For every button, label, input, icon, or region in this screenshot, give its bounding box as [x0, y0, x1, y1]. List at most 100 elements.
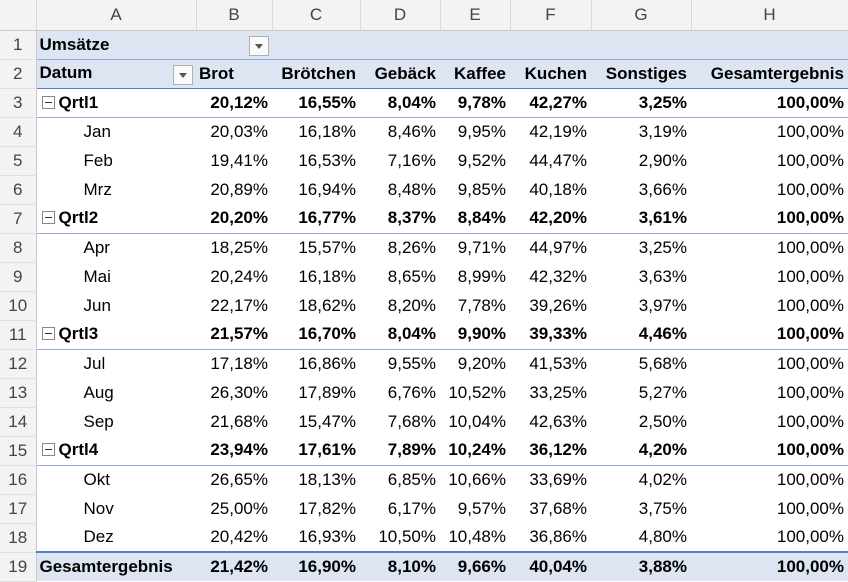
value-cell[interactable]: 8,20% [387, 295, 436, 315]
value-cell[interactable]: 3,61% [591, 204, 691, 234]
value-cell[interactable]: 3,25% [591, 88, 691, 118]
value-cell[interactable]: 16,70% [272, 320, 360, 350]
value-cell[interactable]: 17,82% [298, 498, 356, 518]
value-cell[interactable]: 41,53% [529, 353, 587, 373]
row-number[interactable]: 18 [0, 523, 37, 553]
row-number[interactable]: 5 [0, 146, 37, 176]
month-label[interactable]: Mrz [83, 179, 112, 199]
value-cell[interactable]: 44,47% [529, 150, 587, 170]
value-cell[interactable]: 36,12% [510, 436, 591, 466]
month-label[interactable]: Jul [83, 353, 106, 373]
value-cell[interactable]: 8,99% [457, 266, 506, 286]
column-header-e[interactable]: E [440, 0, 511, 31]
value-cell[interactable]: 21,68% [210, 411, 268, 431]
value-cell[interactable]: 40,18% [529, 179, 587, 199]
grand-total-label[interactable]: Gesamtergebnis [36, 551, 196, 581]
value-cell[interactable]: 100,00% [776, 295, 844, 315]
month-label[interactable]: Feb [83, 150, 113, 170]
row-number[interactable]: 2 [0, 59, 37, 89]
row-number[interactable]: 16 [0, 465, 37, 495]
value-cell[interactable]: 10,66% [448, 469, 506, 489]
value-cell[interactable]: 21,57% [196, 320, 272, 350]
row-field-header[interactable]: Datum [36, 59, 196, 89]
value-cell[interactable]: 6,76% [387, 382, 436, 402]
pivot-title-cell[interactable]: Umsätze [36, 30, 196, 60]
row-number[interactable]: 1 [0, 30, 37, 60]
value-cell[interactable]: 9,71% [457, 237, 506, 257]
collapse-icon[interactable] [41, 327, 55, 341]
value-cell[interactable]: 42,19% [529, 121, 587, 141]
column-header-g[interactable]: G [591, 0, 692, 31]
row-number[interactable]: 12 [0, 349, 37, 379]
value-cell[interactable]: 16,77% [272, 204, 360, 234]
month-label[interactable]: Jun [83, 295, 111, 315]
month-label[interactable]: Sep [83, 411, 114, 431]
value-cell[interactable]: 42,20% [510, 204, 591, 234]
value-cell[interactable]: 3,75% [638, 498, 687, 518]
grand-total-value[interactable]: 100,00% [691, 551, 848, 581]
value-cell[interactable]: 42,63% [529, 411, 587, 431]
row-number[interactable]: 11 [0, 320, 37, 350]
quarter-label-cell[interactable]: Qrtl2 [36, 204, 196, 234]
value-cell[interactable]: 10,04% [448, 411, 506, 431]
value-cell[interactable]: 7,68% [387, 411, 436, 431]
empty-cell[interactable] [440, 30, 510, 60]
value-cell[interactable]: 9,57% [457, 498, 506, 518]
value-cell[interactable]: 37,68% [529, 498, 587, 518]
month-label[interactable]: Mai [83, 266, 111, 286]
value-cell[interactable]: 7,16% [387, 150, 436, 170]
month-label[interactable]: Okt [83, 469, 110, 489]
value-cell[interactable]: 16,18% [298, 121, 356, 141]
value-cell[interactable]: 16,53% [298, 150, 356, 170]
row-number[interactable]: 8 [0, 233, 37, 263]
value-cell[interactable]: 3,97% [638, 295, 687, 315]
value-cell[interactable]: 3,66% [638, 179, 687, 199]
value-cell[interactable]: 2,90% [638, 150, 687, 170]
row-number[interactable]: 13 [0, 378, 37, 408]
value-cell[interactable]: 42,27% [510, 88, 591, 118]
grand-total-value[interactable]: 16,90% [272, 551, 360, 581]
value-cell[interactable]: 10,52% [448, 382, 506, 402]
value-cell[interactable]: 15,57% [298, 237, 356, 257]
empty-cell[interactable] [591, 30, 691, 60]
value-cell[interactable]: 100,00% [776, 527, 844, 546]
value-cell[interactable]: 100,00% [691, 320, 848, 350]
grand-total-value[interactable]: 40,04% [510, 551, 591, 581]
value-cell[interactable]: 18,25% [210, 237, 268, 257]
filter-dropdown-icon[interactable] [249, 35, 269, 56]
value-cell[interactable]: 100,00% [691, 436, 848, 466]
collapse-icon[interactable] [41, 211, 55, 225]
grand-total-value[interactable]: 3,88% [591, 551, 691, 581]
row-number[interactable]: 7 [0, 204, 37, 234]
value-cell[interactable]: 18,62% [298, 295, 356, 315]
value-cell[interactable]: 5,68% [638, 353, 687, 373]
row-number[interactable]: 9 [0, 262, 37, 292]
value-cell[interactable]: 20,89% [210, 179, 268, 199]
month-label[interactable]: Jan [83, 121, 111, 141]
column-field-header[interactable]: Brötchen [272, 59, 360, 89]
value-cell[interactable]: 100,00% [776, 266, 844, 286]
row-number[interactable]: 14 [0, 407, 37, 437]
value-cell[interactable]: 8,48% [387, 179, 436, 199]
value-cell[interactable]: 17,61% [272, 436, 360, 466]
value-cell[interactable]: 10,48% [448, 527, 506, 546]
row-number[interactable]: 19 [0, 552, 37, 582]
column-header-c[interactable]: C [272, 0, 361, 31]
value-cell[interactable]: 6,17% [387, 498, 436, 518]
row-number[interactable]: 3 [0, 88, 37, 118]
value-cell[interactable]: 4,20% [591, 436, 691, 466]
value-cell[interactable]: 17,89% [298, 382, 356, 402]
value-cell[interactable]: 20,12% [196, 88, 272, 118]
value-cell[interactable]: 9,20% [457, 353, 506, 373]
value-cell[interactable]: 100,00% [776, 469, 844, 489]
value-cell[interactable]: 10,24% [440, 436, 510, 466]
value-cell[interactable]: 20,03% [210, 121, 268, 141]
value-cell[interactable]: 26,65% [210, 469, 268, 489]
column-field-header[interactable]: Brot [196, 59, 272, 89]
value-cell[interactable]: 100,00% [776, 353, 844, 373]
value-cell[interactable]: 26,30% [210, 382, 268, 402]
value-cell[interactable]: 16,86% [298, 353, 356, 373]
value-cell[interactable]: 44,97% [529, 237, 587, 257]
value-cell[interactable]: 4,80% [638, 527, 687, 546]
value-cell[interactable]: 100,00% [776, 237, 844, 257]
